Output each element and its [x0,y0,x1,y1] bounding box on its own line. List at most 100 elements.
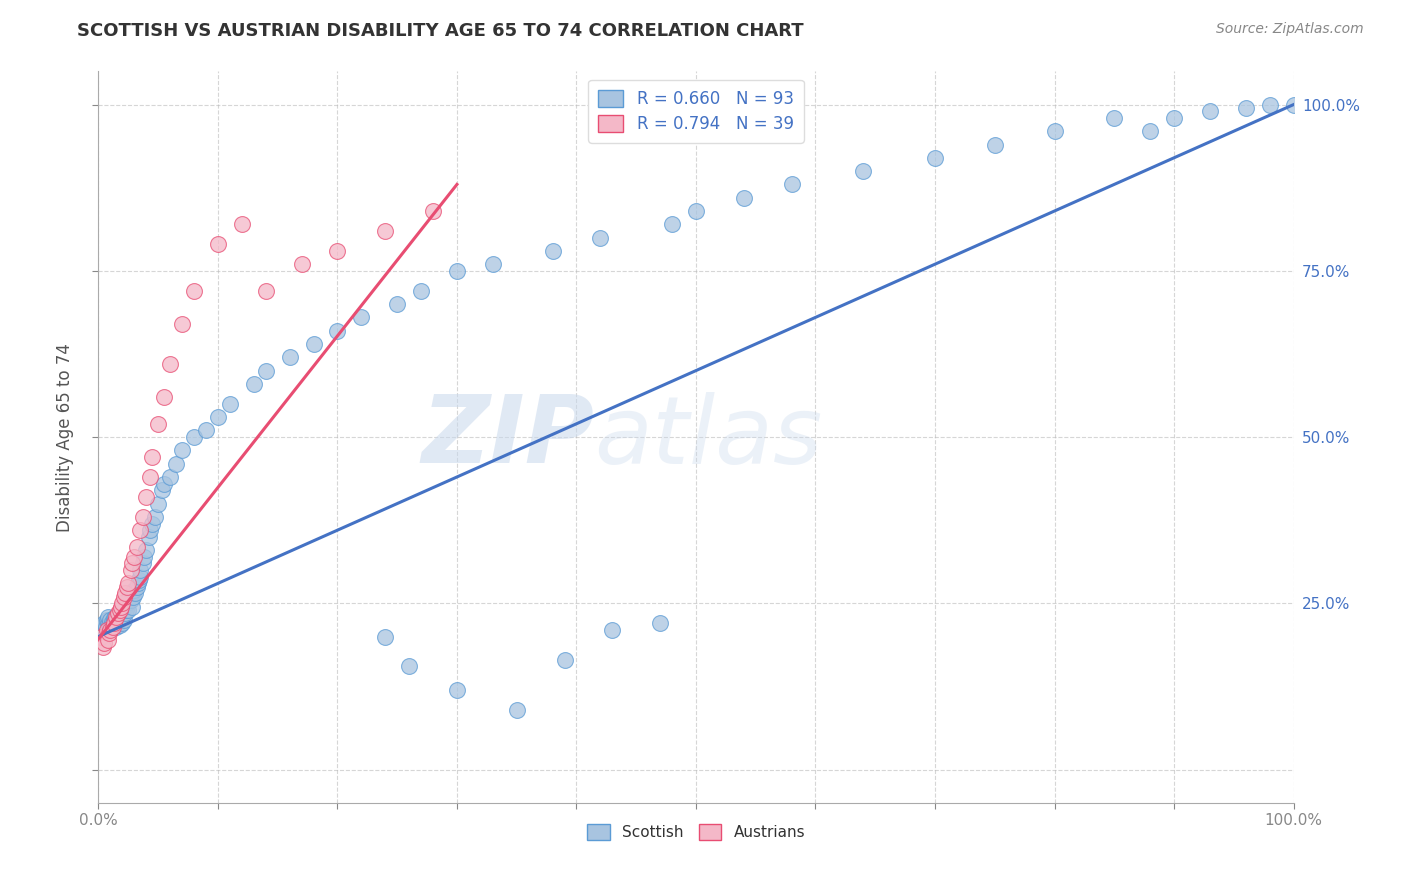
Text: Source: ZipAtlas.com: Source: ZipAtlas.com [1216,22,1364,37]
Point [120,563,142,577]
Point [91,640,114,654]
Point [105,609,128,624]
Point [1163,111,1185,125]
Point [105,613,128,627]
Point [97,632,120,647]
Point [159,470,181,484]
Point [326,244,349,258]
Point [121,557,143,571]
Point [554,653,576,667]
Point [254,284,277,298]
Point [129,523,152,537]
Point [125,580,148,594]
Point [231,217,253,231]
Point [98,613,122,627]
Point [114,599,136,614]
Point [685,204,707,219]
Point [131,509,153,524]
Point [195,424,218,438]
Point [97,616,120,631]
Point [100,615,122,629]
Point [111,609,134,624]
Point [150,483,173,498]
Point [117,603,139,617]
Point [112,590,135,604]
Point [103,616,125,631]
Y-axis label: Disability Age 65 to 74: Disability Age 65 to 74 [56,343,75,532]
Point [159,357,181,371]
Point [172,443,194,458]
Point [589,230,612,244]
Point [1282,97,1305,112]
Point [104,609,127,624]
Point [733,191,755,205]
Point [98,617,121,632]
Point [107,607,129,621]
Point [108,609,131,624]
Point [111,596,134,610]
Point [97,609,120,624]
Point [924,151,946,165]
Point [98,626,121,640]
Point [243,376,266,391]
Point [1199,104,1222,119]
Point [506,703,529,717]
Point [374,224,396,238]
Point [541,244,564,258]
Legend: Scottish, Austrians: Scottish, Austrians [581,818,811,847]
Point [254,363,277,377]
Point [129,563,152,577]
Point [108,617,131,632]
Point [103,611,125,625]
Point [780,178,803,192]
Point [172,317,194,331]
Point [105,619,128,633]
Point [1234,101,1257,115]
Point [103,617,125,632]
Point [446,264,468,278]
Point [148,497,170,511]
Point [661,217,683,231]
Point [648,616,672,631]
Point [98,623,122,637]
Point [124,586,146,600]
Point [127,576,149,591]
Point [291,257,314,271]
Point [138,530,160,544]
Point [135,543,157,558]
Point [98,619,122,633]
Point [118,590,141,604]
Point [111,616,134,631]
Point [141,516,163,531]
Point [1258,97,1281,112]
Point [1139,124,1161,138]
Point [125,540,148,554]
Point [326,324,349,338]
Point [131,557,153,571]
Point [481,257,505,271]
Point [115,596,138,610]
Point [139,523,162,537]
Point [153,390,176,404]
Point [165,457,187,471]
Point [207,410,229,425]
Point [422,204,444,219]
Text: ZIP: ZIP [422,391,595,483]
Point [385,297,409,311]
Point [219,397,242,411]
Point [350,310,373,325]
Point [411,284,433,298]
Point [984,137,1007,152]
Point [107,616,129,631]
Point [1043,124,1066,138]
Point [148,417,170,431]
Point [120,593,142,607]
Point [141,450,163,464]
Point [91,619,114,633]
Point [101,616,124,631]
Point [139,470,162,484]
Point [122,590,145,604]
Point [135,490,157,504]
Point [602,623,624,637]
Point [1104,111,1126,125]
